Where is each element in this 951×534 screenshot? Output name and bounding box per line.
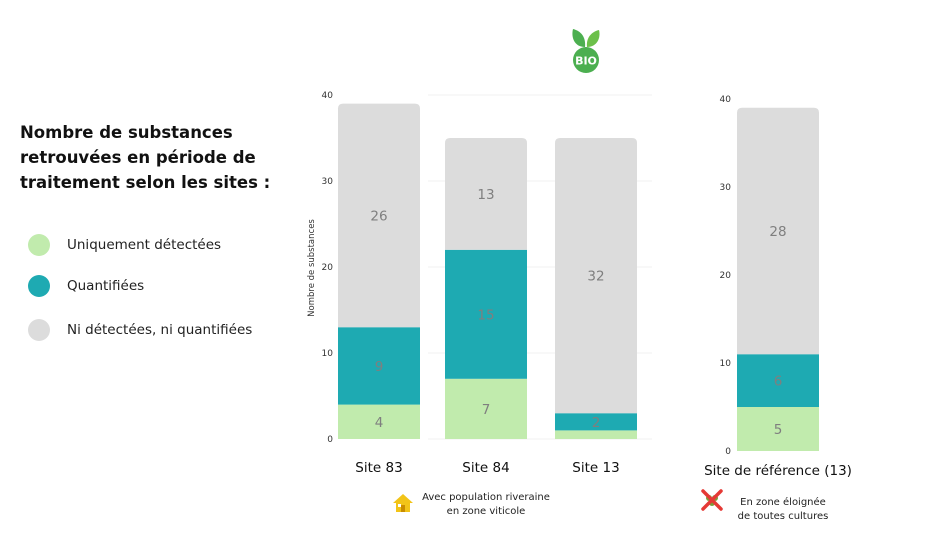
bar-value-label: 7: [482, 402, 491, 418]
legend-swatch-detected: [28, 234, 50, 256]
y-tick-label: 40: [322, 91, 334, 101]
bar-value-label: 6: [774, 374, 783, 390]
bar-segment: [555, 413, 637, 431]
x-category-label: Site 84: [462, 460, 509, 476]
note-riverside-line1: Avec population riveraine: [422, 492, 550, 503]
bar-value-label: 26: [370, 208, 387, 224]
x-category-label: Site 13: [572, 460, 619, 476]
bio-badge-text: BIO: [575, 55, 597, 68]
reference-chart: 0 10 20 30 40 5 6 28 Site de référence (13): [704, 95, 852, 479]
y-tick-label: 30: [720, 183, 732, 193]
bar-segment: [737, 107, 819, 355]
bar-value-label: 32: [587, 269, 604, 285]
legend-item-quantified: Quantifiées: [28, 275, 144, 297]
note-remote-line1: En zone éloignée: [740, 497, 826, 508]
y-tick-label: 30: [322, 177, 334, 187]
bar-segment: [338, 327, 420, 405]
bar-value-label: 5: [774, 422, 783, 438]
bar-value-label: 13: [477, 187, 494, 203]
bar-segment: [555, 430, 637, 439]
y-tick-label: 10: [322, 349, 334, 359]
legend-label-quantified: Quantifiées: [67, 278, 145, 294]
bar-segment: [338, 404, 420, 439]
bar-segment: [445, 138, 527, 250]
y-tick-label: 0: [725, 447, 731, 457]
y-tick-label: 10: [720, 359, 732, 369]
main-chart: 0 10 20 30 40 4 9 26 Site 83 7 15 13 Site 84 2 32 Site …: [322, 91, 652, 476]
legend-swatch-neither: [28, 319, 50, 341]
legend-item-detected: Uniquement détectées: [28, 234, 221, 256]
note-riverside: Avec population riveraine en zone vitico…: [420, 491, 552, 519]
note-remote-line2: de toutes cultures: [737, 511, 829, 522]
bar-value-label: 4: [375, 415, 384, 431]
bar-segment: [737, 407, 819, 451]
legend-label-detected: Uniquement détectées: [67, 237, 222, 253]
bar-segment: [338, 103, 420, 328]
note-remote: En zone éloignée de toutes cultures: [728, 496, 838, 524]
note-riverside-line2: en zone viticole: [446, 506, 526, 517]
bar-value-label: 28: [769, 224, 786, 240]
y-axis-label: Nombre de substances: [307, 219, 317, 317]
x-category-label: Site de référence (13): [704, 463, 852, 479]
legend-swatch-quantified: [28, 275, 50, 297]
legend-item-neither: Ni détectées, ni quantifiées: [28, 319, 252, 341]
y-tick-label: 40: [720, 95, 732, 105]
y-tick-label: 0: [327, 435, 333, 445]
bar-value-label: 15: [477, 307, 494, 323]
bio-leaf-icon: BIO: [564, 27, 608, 75]
y-tick-label: 20: [720, 271, 732, 281]
bar-segment: [445, 249, 527, 379]
bar-segment: [555, 138, 637, 414]
bar-value-label: 2: [592, 415, 601, 431]
bar-segment: [737, 354, 819, 407]
x-category-label: Site 83: [355, 460, 402, 476]
y-tick-label: 20: [322, 263, 334, 273]
legend-label-neither: Ni détectées, ni quantifiées: [67, 322, 253, 338]
chart-title: Nombre de substances retrouvées en pério…: [20, 123, 271, 192]
bar-value-label: 9: [375, 359, 384, 375]
bar-segment: [445, 378, 527, 439]
